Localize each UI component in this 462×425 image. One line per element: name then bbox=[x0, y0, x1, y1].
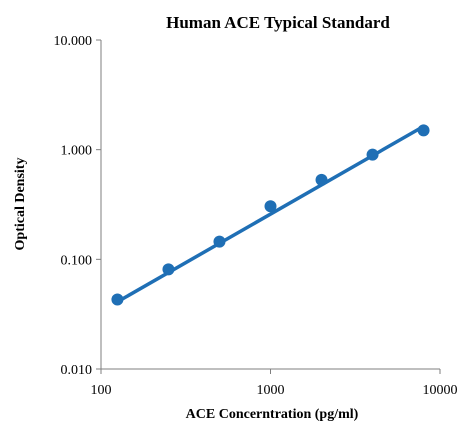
data-point bbox=[366, 148, 379, 161]
data-points bbox=[111, 124, 430, 306]
data-point bbox=[162, 263, 175, 276]
x-axis-label: ACE Concerntration (pg/ml) bbox=[186, 407, 359, 422]
x-tick-label: 10000 bbox=[423, 383, 458, 398]
y-axis-label: Optical Density bbox=[13, 158, 28, 251]
x-tick-label: 100 bbox=[91, 383, 112, 398]
y-ticks: 0.010 0.100 1.000 10.000 bbox=[54, 34, 101, 378]
data-point bbox=[111, 293, 124, 306]
y-tick-label: 0.010 bbox=[61, 363, 93, 378]
y-tick-label: 1.000 bbox=[61, 144, 93, 159]
y-tick-label: 10.000 bbox=[54, 34, 93, 49]
data-point bbox=[264, 200, 277, 213]
data-point bbox=[213, 235, 226, 248]
data-point bbox=[417, 124, 430, 137]
chart-title: Human ACE Typical Standard bbox=[166, 13, 390, 32]
data-point bbox=[315, 173, 328, 186]
x-tick-label: 1000 bbox=[257, 383, 285, 398]
y-tick-label: 0.100 bbox=[61, 253, 93, 268]
x-ticks: 100 1000 10000 bbox=[91, 369, 458, 398]
